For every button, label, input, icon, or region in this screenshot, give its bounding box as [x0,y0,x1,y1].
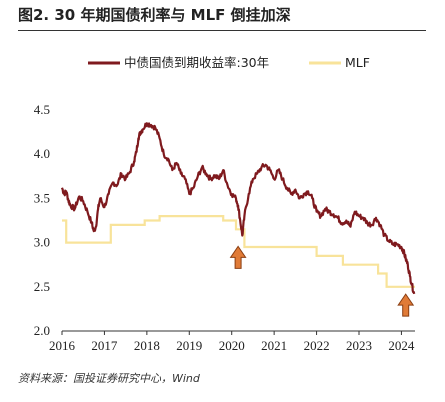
x-tick-label: 2019 [176,338,202,353]
title-divider [18,30,426,31]
up-arrow-marker [397,293,415,317]
x-tick-label: 2022 [304,338,330,353]
y-tick-label: 3.0 [34,235,50,250]
x-tick-label: 2024 [388,338,415,353]
legend-label-mlf: MLF [345,55,370,70]
y-axis: 2.0 2.5 3.0 3.5 4.0 4.5 [34,102,50,338]
chart-title: 图2. 30 年期国债利率与 MLF 倒挂加深 [18,6,291,24]
x-tick-label: 2017 [91,338,118,353]
x-tick-label: 2023 [346,338,372,353]
x-tick-label: 2018 [134,338,160,353]
y-tick-label: 3.5 [34,190,50,205]
source-note: 资料来源：国投证券研究中心，Wind [18,372,200,385]
x-tick-label: 2016 [49,338,76,353]
plot-area [60,122,416,317]
series-line-bond-30y [60,122,416,295]
x-axis: 2016 2017 2018 2019 2020 2021 2022 2023 2024 [49,331,415,353]
y-tick-label: 2.0 [34,323,50,338]
up-arrow-marker [229,245,247,269]
legend: 中债国债到期收益率:30年 MLF [88,55,370,70]
y-tick-label: 4.0 [34,146,50,161]
y-tick-label: 4.5 [34,102,50,117]
y-tick-label: 2.5 [34,279,50,294]
x-tick-label: 2021 [261,338,287,353]
legend-label-bond: 中债国债到期收益率:30年 [124,55,269,70]
series-line-mlf [62,215,415,288]
x-tick-label: 2020 [219,338,245,353]
